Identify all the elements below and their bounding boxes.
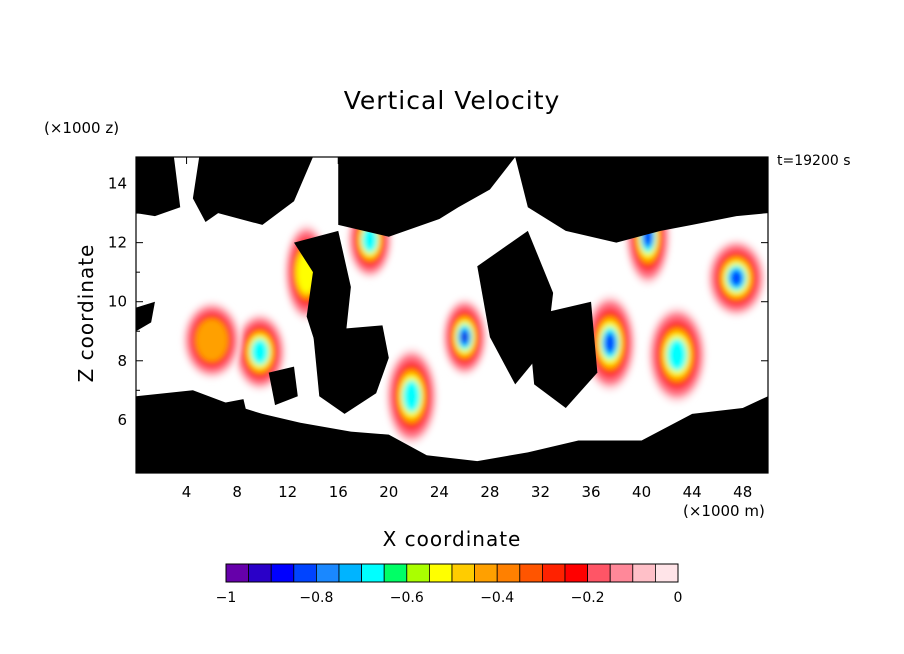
time-label: t=19200 s xyxy=(777,153,851,169)
y-tick-label: 8 xyxy=(117,352,127,370)
masked-region-patch xyxy=(136,390,768,473)
contour-band xyxy=(251,338,269,365)
colorbar-swatch xyxy=(496,563,521,583)
velocity-cell xyxy=(233,312,287,391)
colorbar-frame xyxy=(225,563,679,583)
x-axis-ticks: 4 8 12 16 20 24 28 32 36 40 44 48 xyxy=(160,157,752,501)
colorbar-swatch xyxy=(451,563,476,583)
x-tick-label: 44 xyxy=(683,483,702,501)
colorbar-tick-label: −0.8 xyxy=(299,590,333,606)
x-tick-label: 8 xyxy=(232,483,242,501)
contour-band xyxy=(462,332,468,342)
contour-band xyxy=(729,269,743,287)
colorbar-swatch xyxy=(361,563,385,583)
masked-region-patch xyxy=(338,157,516,237)
chart-title: Vertical Velocity xyxy=(343,86,561,115)
x-axis-label: X coordinate xyxy=(382,527,522,551)
x-tick-label: 4 xyxy=(182,483,192,501)
colorbar-swatch xyxy=(248,563,272,583)
y-axis-unit: (×1000 z) xyxy=(44,119,120,137)
y-axis-label: Z coordinate xyxy=(74,243,98,383)
y-tick-label: 10 xyxy=(108,293,127,311)
x-tick-label: 48 xyxy=(733,483,752,501)
colorbar-swatch xyxy=(225,563,250,583)
masked-region-patch xyxy=(192,157,313,225)
colorbar-tick-label: −0.6 xyxy=(390,590,424,606)
masked-region-patch xyxy=(136,301,155,332)
masked-region-patch xyxy=(312,325,389,414)
colorbar: −1 −0.8 −0.6 −0.4 −0.2 0 xyxy=(216,563,683,606)
contour-band xyxy=(402,379,421,413)
y-tick-label: 6 xyxy=(117,411,127,429)
velocity-cell xyxy=(441,298,488,377)
x-tick-label: 24 xyxy=(430,483,449,501)
x-tick-label: 40 xyxy=(632,483,651,501)
colorbar-swatch xyxy=(338,563,363,583)
colorbar-swatch xyxy=(293,563,317,583)
x-tick-label: 28 xyxy=(480,483,499,501)
colorbar-swatch xyxy=(270,563,295,583)
y-tick-label: 14 xyxy=(108,175,127,193)
masked-region-patch xyxy=(211,399,250,432)
plot-frame xyxy=(135,156,769,474)
colorbar-tick-label: −0.4 xyxy=(480,590,514,606)
velocity-cell xyxy=(583,294,637,392)
colorbar-swatch xyxy=(655,563,679,583)
colorbar-swatch xyxy=(632,563,656,583)
x-tick-label: 16 xyxy=(329,483,348,501)
colorbar-swatch xyxy=(428,563,453,583)
contour-band xyxy=(362,226,378,253)
colorbar-swatch xyxy=(564,563,589,583)
colorbar-swatch xyxy=(474,563,498,583)
y-tick-label: 12 xyxy=(108,234,127,252)
contour-band xyxy=(667,338,687,372)
contour-band xyxy=(195,318,229,362)
masked-region-patch xyxy=(268,366,298,406)
colorbar-swatch xyxy=(609,563,634,583)
colorbar-swatch xyxy=(587,563,611,583)
colorbar-tick-label: −1 xyxy=(216,590,237,606)
colorbar-swatch xyxy=(542,563,566,583)
x-axis-unit: (×1000 m) xyxy=(683,502,765,520)
x-tick-label: 12 xyxy=(278,483,297,501)
masked-region-patch xyxy=(515,157,768,243)
velocity-cell xyxy=(182,301,242,380)
colorbar-tick-label: 0 xyxy=(674,590,683,606)
x-tick-label: 32 xyxy=(531,483,550,501)
velocity-cell xyxy=(706,239,766,318)
colorbar-swatch xyxy=(406,563,430,583)
colorbar-tick-label: −0.2 xyxy=(571,590,605,606)
velocity-cell xyxy=(385,347,438,445)
x-tick-label: 36 xyxy=(581,483,600,501)
masked-region-patch xyxy=(527,301,598,409)
masked-region xyxy=(136,157,768,473)
y-axis-ticks: 6 8 10 12 14 xyxy=(108,175,768,450)
masked-region-patch xyxy=(136,157,181,217)
velocity-cell xyxy=(647,306,707,404)
colorbar-swatch xyxy=(383,563,408,583)
colorbar-swatch xyxy=(519,563,543,583)
plot-area xyxy=(135,156,769,474)
colorbar-swatch xyxy=(315,563,340,583)
contour-band xyxy=(604,332,616,354)
x-tick-label: 20 xyxy=(379,483,398,501)
